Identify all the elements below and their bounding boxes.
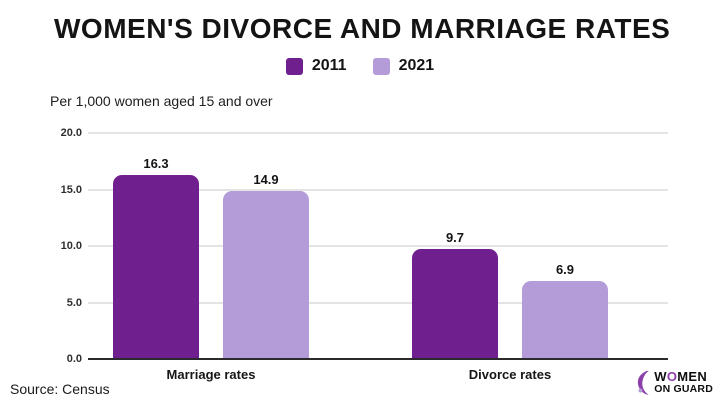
chart-legend: 2011 2021 <box>0 57 720 75</box>
chart-subtitle: Per 1,000 women aged 15 and over <box>50 93 273 109</box>
bar-value-label: 14.9 <box>253 171 279 187</box>
bar-value-label: 6.9 <box>555 262 575 278</box>
bar-2021-divorce-rates <box>522 281 608 359</box>
women-on-guard-logo-icon <box>638 371 649 395</box>
x-axis-line <box>88 358 668 360</box>
legend-item-2011: 2011 <box>285 57 347 75</box>
chart-title: WOMEN'S DIVORCE AND MARRIAGE RATES <box>54 13 671 44</box>
gridline <box>88 245 668 247</box>
y-tick-label: 5.0 <box>66 296 82 309</box>
bar-2011-divorce-rates <box>412 249 498 359</box>
x-category-label: Divorce rates <box>468 367 552 382</box>
gridline <box>88 301 668 304</box>
bar-value-label: 9.7 <box>445 230 465 246</box>
gridline <box>88 188 668 191</box>
source-caption: Source: Census <box>10 381 110 397</box>
women-on-guard-logo: WOMEN ON GUARD <box>636 370 713 396</box>
bar-value-label: 16.3 <box>143 155 169 171</box>
bar-2021-marriage-rates <box>223 190 309 359</box>
y-tick-label: 15.0 <box>60 183 82 196</box>
logo-w: W <box>654 369 667 385</box>
bar-2011-marriage-rates <box>113 174 199 359</box>
logo-o: O <box>666 369 678 385</box>
legend-swatch-2021 <box>372 57 390 75</box>
y-tick-label: 0.0 <box>66 353 82 365</box>
y-tick-label: 20.0 <box>60 127 82 139</box>
logo-men: MEN <box>677 369 708 385</box>
legend-swatch-2011 <box>285 57 303 75</box>
legend-label-2011: 2011 <box>311 57 347 74</box>
x-category-label: Marriage rates <box>166 367 256 382</box>
legend-label-2021: 2021 <box>398 57 435 74</box>
logo-line-on-guard: ON GUARD <box>654 383 713 396</box>
legend-item-2021: 2021 <box>372 57 435 75</box>
logo-text: WOMEN ON GUARD <box>654 370 713 395</box>
logo-line-women: WOMEN <box>654 370 713 384</box>
y-tick-label: 10.0 <box>60 240 82 252</box>
gridline <box>88 132 668 134</box>
